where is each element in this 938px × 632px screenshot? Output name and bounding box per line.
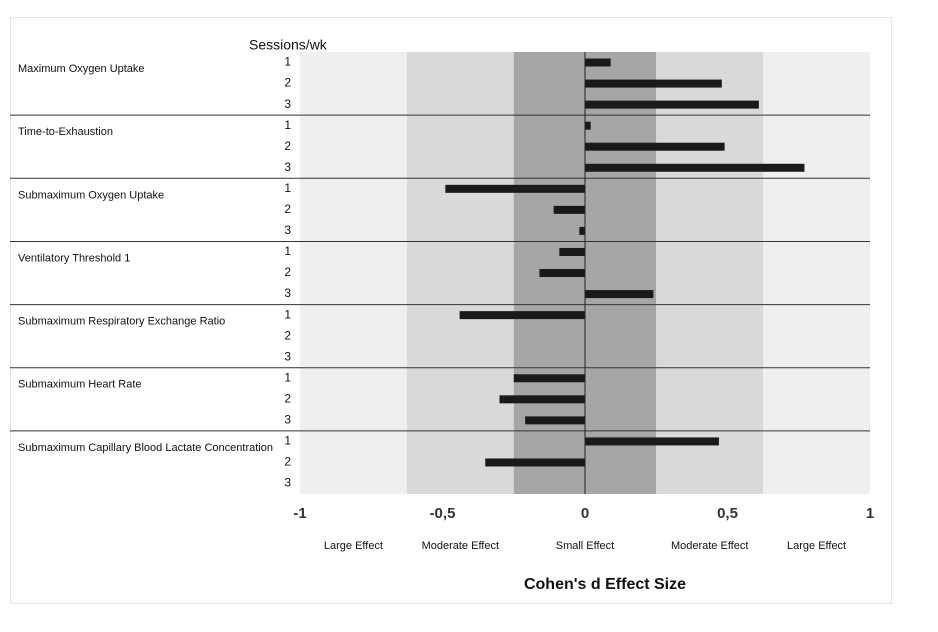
effect-bar: [585, 100, 759, 109]
zone-label: Large Effect: [787, 540, 846, 552]
session-label: 1: [284, 55, 291, 69]
group-label: Submaximum Respiratory Exchange Ratio: [18, 316, 225, 328]
x-tick-label: -1: [293, 505, 306, 522]
group-labels: Maximum Oxygen Uptake Time-to-Exhaustion S…: [18, 63, 273, 454]
effect-zone: [406, 52, 514, 494]
effect-bar: [579, 226, 585, 235]
group-separators: [10, 114, 870, 432]
effect-bar: [585, 290, 654, 299]
session-label: 2: [284, 139, 291, 153]
effect-bar: [585, 58, 611, 67]
effect-zone: [656, 52, 764, 494]
effect-zone: [763, 52, 870, 494]
session-label: 3: [284, 97, 291, 111]
effect-bar: [525, 416, 585, 425]
session-labels: 1 2 3 1 2 3 1 2 3 1 2 3 1 2 3 1 2 3 1 2 3: [284, 55, 291, 490]
effect-bar: [585, 437, 719, 446]
x-tick-labels: -1 -0,5 0 0,5 1: [293, 505, 874, 522]
x-tick-label: 0: [581, 505, 589, 522]
effect-bar: [513, 374, 585, 383]
zone-label: Small Effect: [556, 540, 615, 552]
session-label: 2: [284, 202, 291, 216]
row-header: Sessions/wk: [249, 37, 328, 53]
session-label: 1: [284, 244, 291, 258]
zone-label: Moderate Effect: [671, 540, 748, 552]
effect-bar: [559, 247, 585, 256]
x-axis-label: Cohen's d Effect Size: [524, 576, 686, 593]
effect-bar: [585, 79, 722, 88]
session-label: 2: [284, 391, 291, 405]
effect-bar: [585, 121, 591, 130]
session-label: 2: [284, 76, 291, 90]
effect-bar: [499, 395, 585, 404]
bars: [445, 58, 805, 467]
session-label: 1: [284, 434, 291, 448]
session-label: 3: [284, 286, 291, 300]
effect-bar: [539, 269, 585, 278]
session-label: 3: [284, 476, 291, 490]
effect-bar: [459, 311, 585, 320]
session-label: 1: [284, 370, 291, 384]
session-label: 3: [284, 413, 291, 427]
group-label: Submaximum Oxygen Uptake: [18, 189, 164, 201]
zone-labels: Large Effect Moderate Effect Small Effect M…: [324, 540, 846, 552]
session-label: 1: [284, 118, 291, 132]
x-tick-label: 1: [866, 505, 874, 522]
x-tick-label: 0,5: [717, 505, 738, 522]
effect-bar: [585, 163, 805, 172]
session-label: 3: [284, 223, 291, 237]
session-label: 1: [284, 181, 291, 195]
effect-zone: [300, 52, 407, 494]
effect-bar: [553, 205, 585, 214]
zone-label: Moderate Effect: [422, 540, 499, 552]
effect-bar: [585, 142, 725, 151]
group-label: Submaximum Heart Rate: [18, 379, 142, 391]
session-label: 2: [284, 265, 291, 279]
effect-bar: [445, 184, 585, 193]
zone-label: Large Effect: [324, 540, 383, 552]
group-label: Ventilatory Threshold 1: [18, 252, 130, 264]
group-label: Maximum Oxygen Uptake: [18, 63, 145, 75]
x-tick-label: -0,5: [430, 505, 456, 522]
group-label: Submaximum Capillary Blood Lactate Conce…: [18, 442, 273, 454]
session-label: 2: [284, 455, 291, 469]
session-label: 1: [284, 307, 291, 321]
session-label: 2: [284, 328, 291, 342]
session-label: 3: [284, 160, 291, 174]
group-label: Time-to-Exhaustion: [18, 126, 113, 138]
effect-bar: [485, 458, 585, 467]
session-label: 3: [284, 349, 291, 363]
